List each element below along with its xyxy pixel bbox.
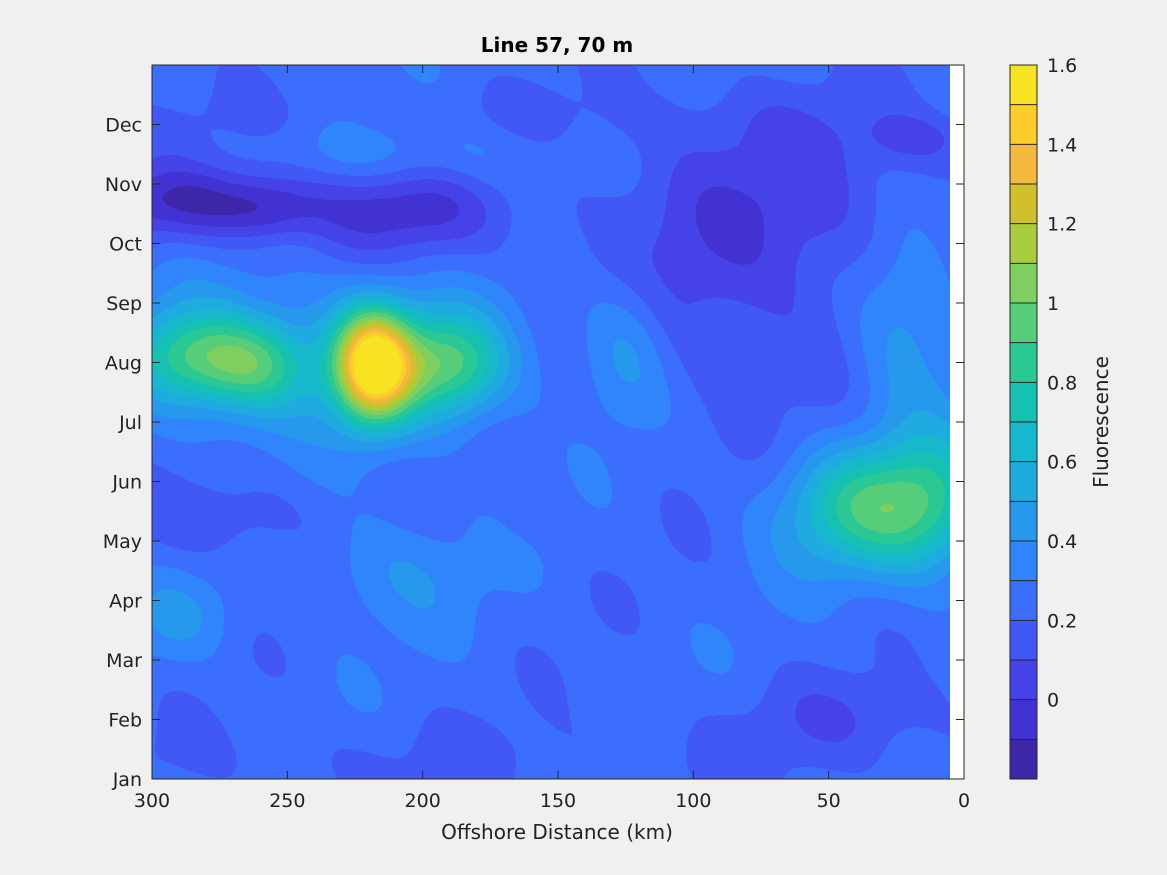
colorbar-band [1010,104,1037,145]
colorbar-band [1010,144,1037,185]
y-tick-label: May [103,531,142,553]
colorbar-band [1010,461,1037,502]
colorbar-band [1010,223,1037,264]
colorbar-band [1010,263,1037,304]
colorbar-ticks: 0 0.2 0.4 0.6 0.8 1 1.2 1.4 1.6 [1010,55,1077,740]
contour-field [152,65,950,779]
y-tick-label: Feb [108,710,142,732]
chart-title: Line 57, 70 m [481,33,633,57]
y-tick-label: Jul [118,412,142,434]
colorbar-tick-label: 0.6 [1047,452,1077,474]
colorbar-tick-label: 1.2 [1047,214,1077,236]
colorbar-band [1010,580,1037,621]
colorbar-band [1010,382,1037,423]
x-tick-label: 150 [540,790,576,812]
x-tick-label: 200 [405,790,441,812]
colorbar-tick-label: 0.2 [1047,610,1077,632]
y-tick-label: Apr [109,591,142,613]
colorbar-band [1010,541,1037,582]
colorbar-tick-label: 1.6 [1047,55,1077,77]
y-tick-label: Aug [105,353,142,375]
y-tick-label: Mar [106,650,142,672]
x-tick-label: 250 [269,790,305,812]
colorbar-bands [1010,65,1037,780]
colorbar-band [1010,342,1037,383]
colorbar-band [1010,501,1037,542]
colorbar: 0 0.2 0.4 0.6 0.8 1 1.2 1.4 1.6 Fluorescence [1009,55,1113,780]
x-tick-label: 300 [134,790,170,812]
x-axis-label: Offshore Distance (km) [441,820,673,844]
colorbar-band [1010,184,1037,225]
colorbar-tick-label: 1.4 [1047,134,1077,156]
x-tick-label: 50 [817,790,841,812]
colorbar-tick-label: 0 [1047,690,1059,712]
colorbar-tick-label: 1 [1047,293,1059,315]
y-tick-label: Jan [112,769,142,791]
y-axis: Jan Feb Mar Apr May Jun Jul Aug Sep Oct Nov Dec [103,115,964,791]
colorbar-label: Fluorescence [1089,356,1113,488]
colorbar-tick-label: 0.8 [1047,372,1077,394]
colorbar-tick-label: 0.4 [1047,531,1077,553]
x-tick-label: 100 [675,790,711,812]
colorbar-band [1010,422,1037,463]
y-tick-label: Oct [109,234,142,256]
y-tick-label: Nov [105,174,142,196]
x-tick-label: 0 [958,790,970,812]
x-axis: 300 250 200 150 100 50 0 [134,65,970,812]
colorbar-band [1010,660,1037,701]
colorbar-band [1010,65,1037,106]
colorbar-band [1010,620,1037,661]
colorbar-band [1010,303,1037,344]
colorbar-band [1010,739,1037,780]
colorbar-frame [1009,64,1038,780]
y-tick-label: Dec [105,115,142,137]
y-tick-label: Sep [106,293,142,315]
y-tick-label: Jun [111,472,142,494]
contour-plot-area: 300 250 200 150 100 50 0 Jan Feb Mar Apr May Jun Jul… [103,64,970,812]
colorbar-band [1010,699,1037,740]
